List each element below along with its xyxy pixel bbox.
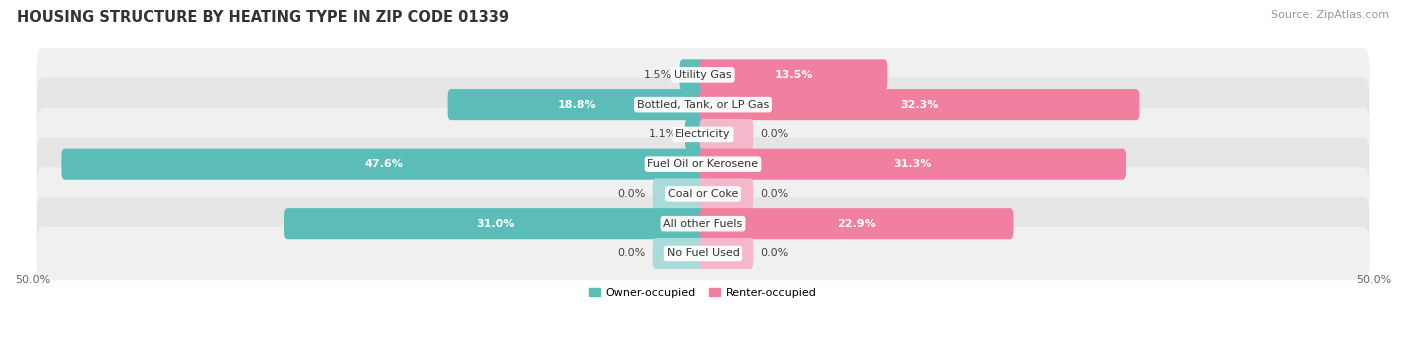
Text: 22.9%: 22.9% xyxy=(837,219,876,229)
FancyBboxPatch shape xyxy=(37,137,1369,191)
FancyBboxPatch shape xyxy=(700,59,887,90)
FancyBboxPatch shape xyxy=(700,208,1014,239)
Text: 31.0%: 31.0% xyxy=(477,219,515,229)
Text: 0.0%: 0.0% xyxy=(761,130,789,139)
FancyBboxPatch shape xyxy=(37,48,1369,102)
Text: 0.0%: 0.0% xyxy=(761,249,789,258)
Legend: Owner-occupied, Renter-occupied: Owner-occupied, Renter-occupied xyxy=(585,284,821,302)
Text: Electricity: Electricity xyxy=(675,130,731,139)
FancyBboxPatch shape xyxy=(37,197,1369,251)
FancyBboxPatch shape xyxy=(37,108,1369,161)
Text: 1.5%: 1.5% xyxy=(644,70,672,80)
FancyBboxPatch shape xyxy=(679,59,706,90)
Text: HOUSING STRUCTURE BY HEATING TYPE IN ZIP CODE 01339: HOUSING STRUCTURE BY HEATING TYPE IN ZIP… xyxy=(17,10,509,25)
FancyBboxPatch shape xyxy=(652,178,706,209)
FancyBboxPatch shape xyxy=(37,227,1369,280)
FancyBboxPatch shape xyxy=(37,78,1369,132)
Text: 0.0%: 0.0% xyxy=(617,189,645,199)
FancyBboxPatch shape xyxy=(700,149,1126,180)
Text: 18.8%: 18.8% xyxy=(558,100,596,109)
Text: No Fuel Used: No Fuel Used xyxy=(666,249,740,258)
Text: 0.0%: 0.0% xyxy=(761,189,789,199)
FancyBboxPatch shape xyxy=(700,238,754,269)
Text: 13.5%: 13.5% xyxy=(775,70,813,80)
Text: 32.3%: 32.3% xyxy=(900,100,939,109)
Text: 31.3%: 31.3% xyxy=(894,159,932,169)
FancyBboxPatch shape xyxy=(62,149,706,180)
Text: Source: ZipAtlas.com: Source: ZipAtlas.com xyxy=(1271,10,1389,20)
FancyBboxPatch shape xyxy=(37,167,1369,221)
Text: All other Fuels: All other Fuels xyxy=(664,219,742,229)
Text: Utility Gas: Utility Gas xyxy=(675,70,731,80)
Text: Coal or Coke: Coal or Coke xyxy=(668,189,738,199)
FancyBboxPatch shape xyxy=(652,238,706,269)
FancyBboxPatch shape xyxy=(700,178,754,209)
Text: 47.6%: 47.6% xyxy=(364,159,404,169)
Text: 1.1%: 1.1% xyxy=(650,130,678,139)
FancyBboxPatch shape xyxy=(700,89,1139,120)
FancyBboxPatch shape xyxy=(700,119,754,150)
Text: Bottled, Tank, or LP Gas: Bottled, Tank, or LP Gas xyxy=(637,100,769,109)
Text: Fuel Oil or Kerosene: Fuel Oil or Kerosene xyxy=(647,159,759,169)
FancyBboxPatch shape xyxy=(447,89,706,120)
FancyBboxPatch shape xyxy=(284,208,706,239)
FancyBboxPatch shape xyxy=(685,119,706,150)
Text: 0.0%: 0.0% xyxy=(617,249,645,258)
